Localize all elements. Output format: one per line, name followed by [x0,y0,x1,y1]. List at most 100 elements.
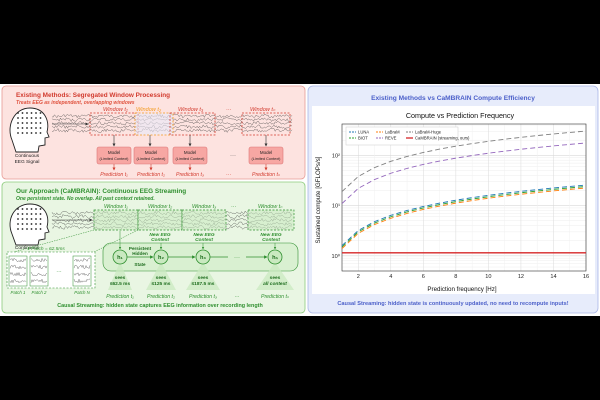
electrode-dot [35,218,37,220]
x-tick-label: 10 [485,274,491,280]
electrode-dot [35,132,37,134]
electrode-dot [30,218,33,220]
electrode-dot [17,132,19,134]
electrode-dot [21,127,24,129]
head-icon [9,107,50,153]
existing-model-ellipsis: ··· [230,153,236,159]
approach-signal-label-1: Continuous [15,245,40,251]
svg-text:(Limited Context): (Limited Context) [252,157,282,161]
compute-panel-title: Existing Methods vs CaMBRAIN Compute Eff… [371,95,535,102]
approach-prediction-ellipsis: ··· [234,294,239,300]
x-tick-label: 14 [550,274,556,280]
patch-tile [72,255,92,287]
svg-text:Model: Model [108,150,120,155]
existing-prediction-n: Prediction tₙ [252,172,281,178]
existing-signal-label-1: Continuous [15,153,40,159]
existing-window-3 [169,112,216,136]
electrode-dot [39,112,42,114]
sees-3b: ≤187.5 ms [192,281,215,287]
patch-trace [73,272,91,277]
patch-trace [30,257,48,263]
electrode-dot [21,112,24,114]
patch-note: 1 Patch = 62.5ms [27,246,65,252]
electrode-dot [26,112,28,114]
electrode-dot [26,223,28,225]
patch-trace [30,278,48,284]
existing-subtitle: Treats EEG as independent, overlapping w… [16,100,135,106]
legend-label: REVE [385,136,397,141]
svg-text:Model: Model [184,150,196,155]
patch-trace [73,264,91,270]
our-approach-panel: Our Approach (CaMBRAIN): Continuous EEG … [1,181,306,314]
existing-window-2 [134,112,174,136]
existing-model-3: Model (Limited Context) [172,146,208,165]
electrode-dot [26,213,28,215]
electrode-dot [17,122,19,124]
electrode-dot [26,117,28,119]
electrode-dot [39,218,42,220]
electrode-dot [30,132,33,134]
electrode-dot [30,228,33,230]
electrode-dot [26,218,28,220]
chart-title: Compute vs Prediction Frequency [406,111,515,120]
x-tick-label: 12 [518,274,524,280]
electrode-dot [21,208,24,210]
electrode-dot [39,213,42,215]
approach-window-label-n: Window tₙ [258,204,283,210]
approach-window-3 [181,209,227,231]
svg-text:Persistent: Persistent [129,246,152,251]
x-tick-label: 2 [357,274,360,280]
new-context-nb: Context [262,237,280,243]
electrode-dot [17,112,19,114]
hidden-node-1: h₁ [112,249,128,265]
existing-title: Existing Methods: Segregated Window Proc… [16,92,170,99]
svg-text:(Limited Context): (Limited Context) [100,157,130,161]
approach-prediction-n: Prediction tₙ [261,294,290,300]
x-tick-label: 8 [454,274,457,280]
y-tick-label: 10² [332,153,340,159]
compute-footer: Causal Streaming: hidden state is contin… [337,301,568,307]
electrode-dot [39,132,42,134]
electrode-dot [30,213,33,215]
electrode-dot [17,117,19,119]
new-context-2a: New EEG [193,232,215,238]
electrode-dot [21,218,24,220]
context-cone-1 [108,262,132,290]
electrode-dot [39,122,42,124]
hidden-state-label: Persistent Hidden State [129,246,152,267]
electrode-dot [26,127,28,129]
electrode-dot [21,132,24,134]
new-context-1b: Context [151,237,169,243]
hidden-node-3: h₃ [195,249,211,265]
electrode-dot [17,228,19,230]
approach-footer: Causal Streaming: hidden state captures … [57,303,262,309]
electrode-dot [30,223,33,225]
x-tick-label: 4 [389,274,392,280]
electrode-dot [35,208,37,210]
electrode-dot [21,122,24,124]
patch-trace [73,257,91,262]
y-tick-label: 10¹ [332,204,340,210]
existing-model-1: Model (Limited Context) [96,146,132,165]
patch-label-1: Patch 1 [11,290,26,295]
approach-prediction-2: Prediction t₂ [147,294,175,300]
electrode-dot [21,223,24,225]
svg-text:h₃: h₃ [200,255,206,261]
svg-text:h₂: h₂ [158,255,164,261]
patch-ellipsis: ··· [56,269,62,275]
svg-text:Model: Model [260,150,272,155]
hidden-node-2: h₂ [153,249,169,265]
legend-label: LaBraM [385,130,400,135]
electrode-dot [26,228,28,230]
series-line-labram-huge [341,130,587,192]
head-icon-2 [9,203,50,246]
existing-window-label-1: Window t₁ [103,107,128,113]
electrode-dot [39,127,42,129]
approach-window-ellipsis: ··· [231,204,237,210]
electrode-dot [26,132,28,134]
electrode-dot [17,213,19,215]
patch-trace [9,279,27,284]
approach-title: Our Approach (CaMBRAIN): Continuous EEG … [16,188,186,195]
svg-text:hₙ: hₙ [272,255,278,261]
electrode-dot [35,112,37,114]
